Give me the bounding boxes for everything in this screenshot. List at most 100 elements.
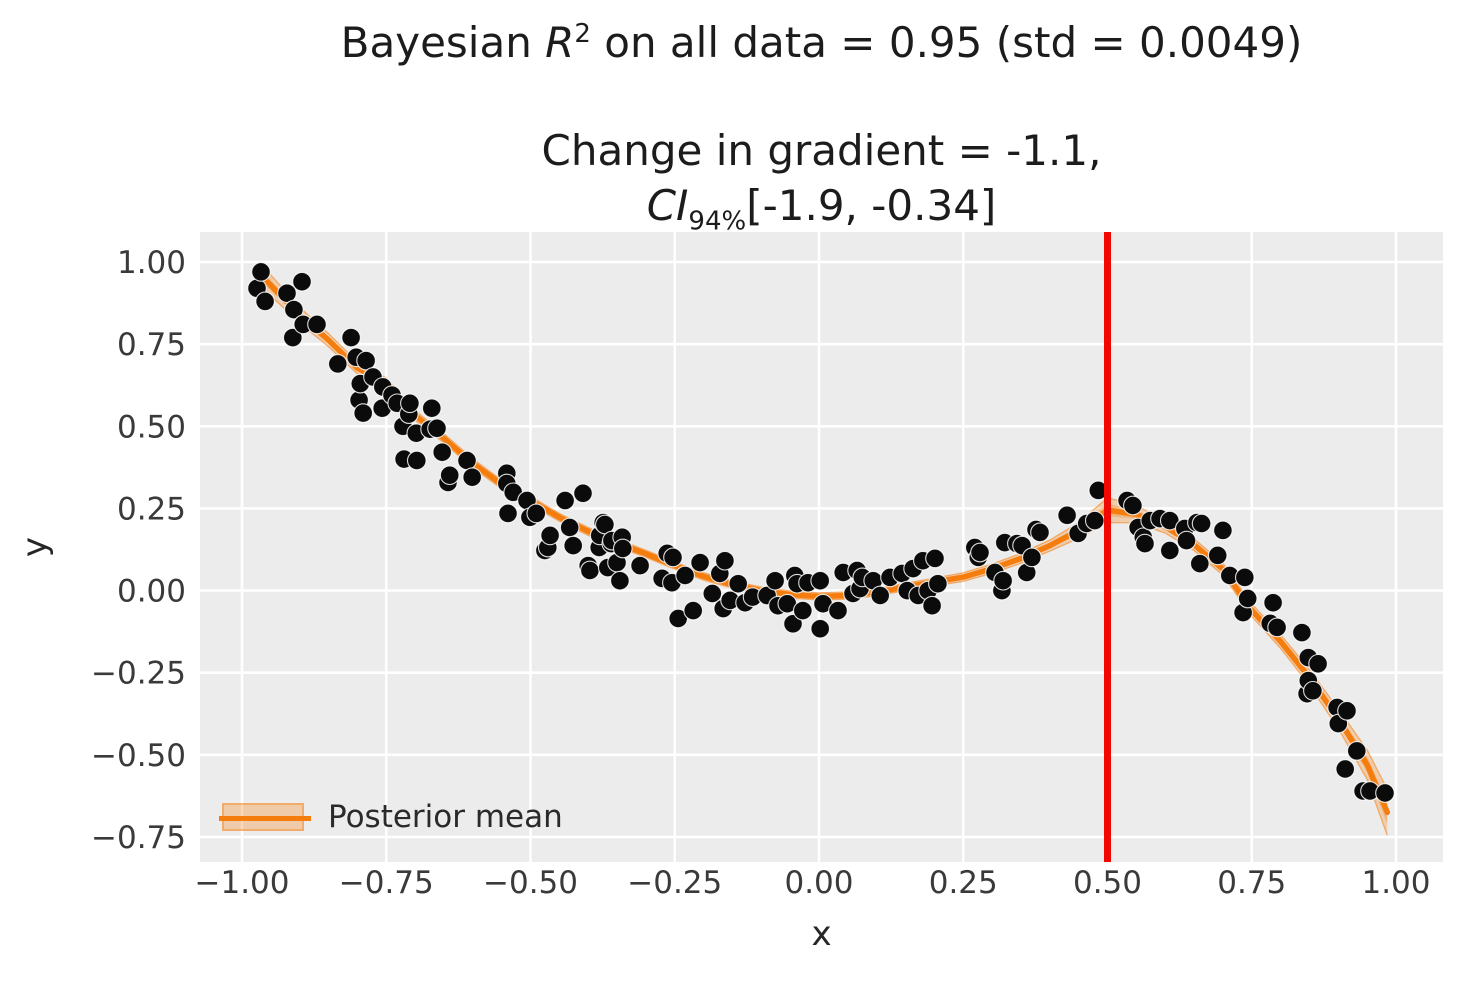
scatter-point [353, 403, 374, 423]
scatter-point [1308, 653, 1328, 674]
legend: Posterior mean [219, 799, 563, 835]
scatter-point [1135, 533, 1155, 554]
scatter-point [1337, 700, 1357, 721]
scatter-point [1263, 592, 1283, 613]
scatter-point [1375, 783, 1395, 803]
scatter-point [462, 467, 483, 488]
scatter-point [630, 555, 650, 576]
scatter-point [1030, 522, 1050, 543]
scatter-point [928, 573, 948, 594]
scatter-point [993, 570, 1013, 591]
scatter-point [559, 517, 580, 538]
x-tick-label: 0.00 [784, 865, 853, 901]
scatter-point [1234, 567, 1255, 588]
scatter-point [810, 618, 831, 639]
scatter-point [1159, 540, 1180, 561]
scatter-point [1267, 617, 1287, 638]
scatter-point [1207, 545, 1228, 566]
suptitle-superscript: 2 [574, 19, 591, 49]
scatter-point [307, 314, 327, 335]
scatter-point [1189, 553, 1210, 574]
scatter-point [715, 550, 735, 571]
x-tick-label: −1.00 [195, 865, 290, 901]
ci-subscript: 94% [688, 205, 747, 236]
scatter-point [1084, 510, 1105, 531]
ci-interval: [-1.9, -0.34] [746, 180, 997, 230]
scatter-point [765, 570, 785, 591]
y-tick-label: 1.00 [117, 245, 186, 281]
scatter-point [663, 547, 683, 568]
legend-band-swatch [219, 803, 311, 831]
suptitle-variable: R [545, 18, 575, 67]
scatter-point [406, 450, 427, 471]
scatter-point [251, 262, 271, 282]
scatter-point [1057, 505, 1077, 526]
scatter-point [870, 585, 891, 606]
scatter-point [284, 299, 304, 320]
x-tick-label: 1.00 [1361, 865, 1430, 901]
scatter-point [282, 327, 303, 348]
scatter-point [1022, 547, 1042, 568]
scatter-point [1123, 495, 1143, 516]
scatter-point [292, 271, 312, 292]
scatter-point [255, 291, 275, 312]
scatter-point [1292, 622, 1312, 643]
scatter-point [498, 503, 518, 524]
scatter-point [702, 583, 723, 604]
x-tick-label: −0.50 [483, 865, 578, 901]
scatter-point [563, 535, 584, 556]
scatter-point [277, 283, 297, 304]
scatter-point [457, 450, 477, 471]
suptitle-text-post: on all data = 0.95 (std = 0.0049) [590, 18, 1303, 67]
hdi-band-upper-edge [258, 261, 1388, 790]
scatter-point [432, 442, 453, 463]
y-tick-label: 0.50 [117, 409, 186, 445]
axes-title-line1: Change in gradient = -1.1, [541, 126, 1102, 175]
y-tick-label: −0.50 [91, 738, 186, 774]
scatter-point [580, 560, 600, 581]
y-tick-label: −0.75 [91, 820, 186, 856]
scatter-point [728, 573, 749, 594]
scatter-point [828, 600, 848, 621]
scatter-point [400, 393, 420, 414]
scatter-point [540, 525, 560, 546]
x-axis-label: x [811, 914, 831, 954]
scatter-point [970, 542, 990, 563]
scatter-point [327, 354, 348, 374]
scatter-point [690, 552, 710, 573]
legend-label: Posterior mean [328, 799, 563, 835]
scatter-point [783, 613, 803, 634]
x-tick-label: −0.75 [339, 865, 434, 901]
figure-suptitle: Bayesian R2 on all data = 0.95 (std = 0.… [200, 18, 1443, 67]
scatter-point [922, 595, 942, 616]
y-tick-label: −0.25 [91, 656, 186, 692]
scatter-point [421, 398, 442, 419]
scatter-point [610, 570, 630, 591]
plot-area [200, 232, 1443, 862]
scatter-point [1191, 513, 1212, 534]
scatter-point [1176, 530, 1197, 551]
scatter-point [555, 490, 575, 511]
x-tick-label: 0.75 [1217, 865, 1286, 901]
scatter-point [341, 327, 361, 348]
scatter-point [675, 565, 695, 586]
scatter-point [526, 503, 547, 524]
scatter-point [1213, 520, 1233, 541]
y-tick-label: 0.75 [117, 327, 186, 363]
scatter-point [810, 570, 831, 591]
x-tick-label: 0.25 [929, 865, 998, 901]
scatter-point [1303, 680, 1323, 701]
scatter-point [427, 418, 447, 439]
axes-title: Change in gradient = -1.1, CI94%[-1.9, -… [200, 124, 1443, 239]
scatter-point [683, 600, 704, 621]
scatter-point [1346, 741, 1367, 761]
y-tick-label: 0.25 [117, 491, 186, 527]
y-tick-label: 0.00 [117, 574, 186, 610]
scatter-point [612, 538, 633, 559]
scatter-point [1335, 759, 1356, 779]
scatter-point [356, 350, 376, 371]
ci-variable: CI [646, 180, 689, 230]
y-axis-label: y [15, 537, 55, 557]
legend-line-swatch [219, 816, 311, 821]
